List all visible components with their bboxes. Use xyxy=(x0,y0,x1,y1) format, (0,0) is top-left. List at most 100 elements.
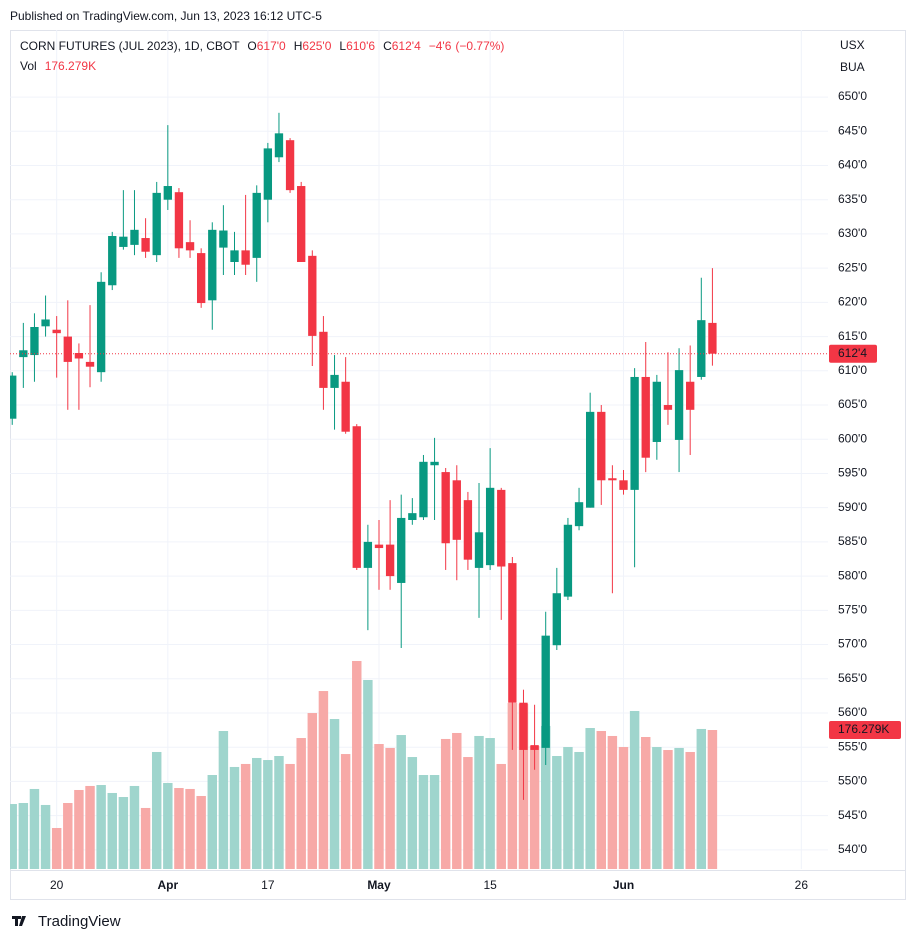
candle-body xyxy=(374,544,384,549)
y-tick-label: 555'0 xyxy=(838,739,867,753)
volume-bar xyxy=(429,775,440,869)
candle-body xyxy=(497,489,506,567)
volume-value: 176.279K xyxy=(45,59,96,73)
candle-body xyxy=(174,192,184,249)
x-tick-label: 26 xyxy=(795,878,809,892)
volume-bar xyxy=(118,797,129,869)
volume-bar xyxy=(507,703,518,869)
volume-bar xyxy=(10,804,17,869)
candle-body xyxy=(674,370,684,440)
y-tick-label: 640'0 xyxy=(838,158,867,172)
legend-key: C xyxy=(383,39,392,53)
candle-body xyxy=(330,374,339,388)
y-tick-label: 590'0 xyxy=(838,500,867,514)
candle-body xyxy=(630,376,639,490)
volume-bar xyxy=(407,757,418,869)
y-tick-label: 645'0 xyxy=(838,123,867,137)
volume-bar xyxy=(307,713,318,869)
volume-bar xyxy=(352,660,362,869)
published-note: Published on TradingView.com, Jun 13, 20… xyxy=(10,9,322,23)
candle-body xyxy=(85,361,95,367)
y-tick-label: 600'0 xyxy=(838,431,867,445)
y-tick-label: 575'0 xyxy=(838,602,867,616)
candle-body xyxy=(430,461,439,466)
change: −4'6 xyxy=(429,39,452,53)
candle-body xyxy=(641,376,650,458)
y-tick-label: 630'0 xyxy=(838,226,867,240)
last-price-label: 612'4 xyxy=(838,346,867,360)
candle-body xyxy=(541,635,550,748)
volume-bar xyxy=(85,785,95,869)
candle-body xyxy=(285,140,295,191)
volume-bar xyxy=(540,725,551,869)
volume-bar xyxy=(318,691,329,869)
candle-body xyxy=(308,255,317,336)
volume-bar xyxy=(685,751,695,869)
volume-bar xyxy=(463,757,473,869)
volume-bar xyxy=(385,747,395,869)
axes: USX BUA 540'0 545'0 550'0 555'0 560'0 565'0 570'… xyxy=(50,38,901,892)
candle-body xyxy=(585,411,595,508)
candle-body xyxy=(463,500,473,560)
candle-body xyxy=(185,242,195,251)
x-tick-label: Jun xyxy=(613,878,634,892)
y-tick-label: 610'0 xyxy=(838,363,867,377)
y-tick-label: 605'0 xyxy=(838,397,867,411)
candle-body xyxy=(552,593,561,646)
y-tick-label: 625'0 xyxy=(838,260,867,274)
candle-body xyxy=(341,381,350,432)
volume-bar xyxy=(252,757,262,869)
y-tick-label: 545'0 xyxy=(838,808,867,822)
y-tick-label: 620'0 xyxy=(838,295,867,309)
candle-body xyxy=(597,411,606,481)
candle-body xyxy=(708,322,717,354)
volume-bar xyxy=(174,788,184,869)
candle-body xyxy=(96,281,106,373)
volume-bar xyxy=(207,775,218,869)
volume-bar xyxy=(396,735,406,869)
volume-bar xyxy=(585,728,595,869)
chart-legend: CORN FUTURES (JUL 2023), 1D, CBOT O617'0 H… xyxy=(20,39,504,53)
volume-bar xyxy=(529,745,540,869)
volume-bar xyxy=(629,710,640,869)
volume-bar xyxy=(496,763,506,869)
y-tick-label: 580'0 xyxy=(838,568,867,582)
volume-bar xyxy=(652,747,662,869)
volume-bar xyxy=(74,789,84,869)
volume-bar xyxy=(374,744,384,869)
y-tick-label: 550'0 xyxy=(838,774,867,788)
volume-legend: Vol 176.279K xyxy=(20,59,96,73)
volume-bar xyxy=(96,785,106,869)
currency-label: USX xyxy=(840,38,865,52)
candle-body xyxy=(452,480,461,540)
volume-bar xyxy=(151,751,162,869)
footer-brand: TradingView xyxy=(38,913,121,930)
plot xyxy=(10,112,828,869)
candle-body xyxy=(19,350,28,358)
volume-bar xyxy=(363,679,373,869)
candle-body xyxy=(52,329,61,334)
volume-bar xyxy=(663,750,673,869)
legend-value: 625'0 xyxy=(302,39,331,53)
legend-key: L xyxy=(339,39,346,53)
y-tick-label: 635'0 xyxy=(838,192,867,206)
candle-body xyxy=(663,405,673,410)
volume-title: Vol xyxy=(20,59,37,73)
candle-body xyxy=(397,517,406,583)
candle-body xyxy=(574,502,584,527)
candle-body xyxy=(274,133,284,158)
y-tick-label: 595'0 xyxy=(838,466,867,480)
candle-body xyxy=(652,381,662,442)
y-tick-label: 540'0 xyxy=(838,842,867,856)
volume-bar xyxy=(563,747,573,869)
logo: TradingView xyxy=(12,913,121,930)
volume-bar xyxy=(63,802,73,869)
volume-bar xyxy=(229,766,240,869)
volume-bar xyxy=(474,735,484,869)
volume-badge-label: 176.279K xyxy=(838,722,889,736)
chart-title: CORN FUTURES (JUL 2023), 1D, CBOT xyxy=(20,39,240,53)
legend-value: 612'4 xyxy=(392,39,421,53)
x-tick-label: 20 xyxy=(50,878,64,892)
volume-bar xyxy=(285,763,295,869)
